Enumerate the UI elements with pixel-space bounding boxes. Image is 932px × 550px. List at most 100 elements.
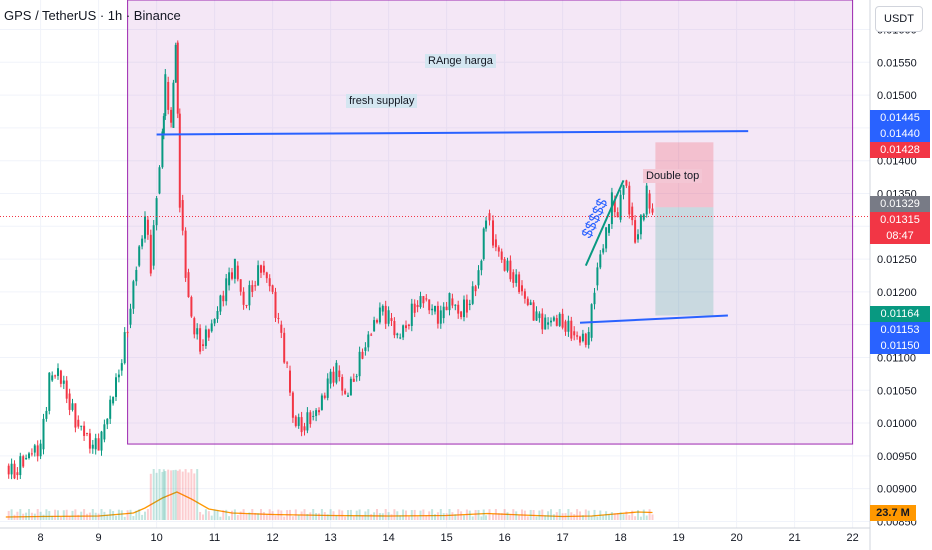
volume-bar: [602, 515, 605, 520]
volume-bar: [19, 509, 22, 520]
candle-body: [373, 320, 376, 332]
volume-bar: [155, 472, 158, 520]
candle-body: [608, 224, 610, 233]
volume-bar: [651, 514, 654, 520]
x-tick-label-1: 9: [96, 532, 102, 544]
volume-bar: [593, 509, 596, 520]
candle-body: [570, 320, 573, 339]
candle-body: [152, 225, 155, 266]
candle-body: [170, 109, 173, 123]
candle-body: [187, 272, 190, 298]
candle-body: [396, 333, 399, 336]
candle-body: [567, 320, 570, 332]
candle-body: [477, 270, 480, 286]
volume-bar: [144, 511, 146, 520]
volume-bar: [306, 514, 309, 520]
candle-body: [381, 305, 384, 312]
candle-body: [57, 368, 59, 376]
volume-bar: [358, 509, 361, 520]
volume-bar: [532, 510, 535, 520]
supply-label[interactable]: fresh supplay: [346, 94, 418, 108]
candle-body: [639, 215, 642, 235]
volume-bar: [210, 515, 213, 520]
range-label[interactable]: RAnge harga: [425, 54, 496, 68]
volume-bar: [48, 510, 51, 520]
candle-body: [48, 372, 51, 411]
candle-body: [126, 332, 129, 334]
volume-bar: [187, 472, 190, 520]
candle-body: [91, 444, 94, 449]
candle-body: [294, 416, 297, 426]
volume-bar: [207, 511, 210, 520]
candle-body: [526, 298, 529, 306]
volume-bar: [518, 515, 521, 520]
volume-bar: [576, 509, 579, 520]
price-tag-7: 0.01153: [870, 322, 930, 338]
volume-bar: [547, 511, 550, 520]
volume-bar: [500, 513, 503, 520]
volume-bar: [106, 514, 109, 520]
volume-bar: [422, 509, 425, 520]
volume-bar: [74, 509, 77, 520]
volume-bar: [146, 509, 149, 520]
volume-bar: [54, 509, 57, 520]
double-top-label[interactable]: Double top: [643, 169, 703, 183]
candle-body: [370, 334, 373, 336]
volume-bar: [497, 513, 500, 520]
candle-body: [364, 347, 367, 351]
candle-body: [51, 375, 54, 381]
support-line: [579, 314, 728, 324]
candle-body: [178, 113, 181, 208]
volume-bar: [213, 509, 216, 520]
candle-body: [338, 370, 341, 377]
candle-body: [176, 42, 179, 114]
candle-body: [248, 285, 251, 306]
volume-bar: [341, 510, 344, 520]
volume-bar: [521, 509, 523, 520]
volume-bar: [451, 512, 454, 520]
volume-bar: [344, 516, 347, 520]
volume-bar: [62, 510, 65, 520]
volume-bar: [184, 469, 187, 520]
candle-body: [129, 308, 132, 325]
candle-body: [506, 260, 509, 271]
candle-body: [30, 453, 33, 455]
volume-bar: [86, 513, 88, 520]
volume-bar: [178, 469, 181, 520]
candle-body: [622, 185, 625, 195]
candle-body: [625, 180, 628, 186]
candle-body: [558, 313, 561, 326]
candle-body: [19, 456, 22, 476]
volume-tag: 23.7 M: [870, 505, 916, 521]
candle-body: [315, 410, 318, 416]
currency-button[interactable]: USDT: [875, 6, 923, 32]
candle-body: [141, 238, 144, 247]
volume-bar: [413, 509, 416, 520]
volume-bar: [471, 516, 474, 520]
volume-bar: [120, 510, 123, 520]
volume-bar: [176, 470, 179, 520]
volume-bar: [117, 509, 120, 520]
volume-bar: [378, 513, 381, 520]
volume-bar: [16, 511, 19, 520]
candle-body: [106, 418, 109, 425]
volume-bar: [91, 509, 94, 520]
candle-body: [120, 363, 123, 371]
volume-bar: [402, 509, 405, 520]
candle-body: [500, 251, 503, 260]
candle-body: [544, 317, 547, 330]
volume-bar: [381, 513, 384, 520]
volume-bar: [312, 509, 315, 520]
candle-body: [503, 259, 506, 271]
volume-bar: [631, 510, 634, 520]
trend-line: [584, 179, 625, 267]
candle-body: [65, 380, 68, 399]
volume-bar: [488, 509, 491, 520]
volume-bar: [36, 509, 39, 520]
volume-bar: [494, 509, 497, 520]
price-tag-8: 0.01150: [870, 338, 930, 354]
candle-body: [405, 325, 407, 329]
volume-bar: [431, 509, 434, 520]
volume-bar: [303, 509, 306, 520]
